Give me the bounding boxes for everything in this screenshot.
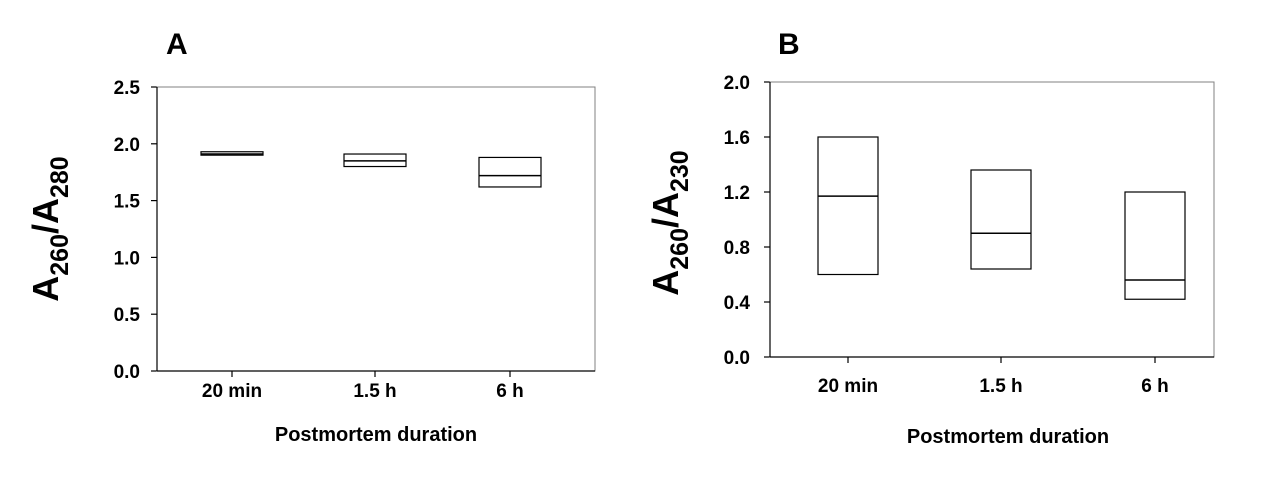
panel-b-y-axis-title: A260/A230 [645,150,694,295]
panel-b-x-ticks: 20 min 1.5 h 6 h [818,357,1169,397]
panel-a-y-tick-label-3: 1.5 [114,192,141,213]
panel-b-x-axis-title: Postmortem duration [907,426,1109,448]
panel-a-x-axis-title: Postmortem duration [275,424,477,446]
panel-b-y-tick-label-5: 2.0 [724,73,750,94]
panel-a-boxes [200,151,542,188]
panel-a-letter: A [166,28,188,61]
panel-b-box-2 [1124,191,1186,300]
panel-b-ylabel-sub2: 230 [666,150,694,192]
panel-a-x-tick-label-2: 6 h [496,381,523,402]
panel-a-y-tick-label-1: 0.5 [114,305,141,326]
panel-b-boxes [817,136,1186,300]
panel-b-box-1 [970,169,1032,270]
panel-b-x-tick-label-1: 1.5 h [979,376,1022,397]
panel-b-plot-frame [769,81,1215,358]
panel-a-x-tick-label-0: 20 min [202,381,262,402]
panel-b-y-tick-label-1: 0.4 [724,293,751,314]
panel-a-x-ticks: 20 min 1.5 h 6 h [202,371,524,402]
panel-a-y-tick-label-4: 2.0 [114,135,140,156]
panel-a-y-ticks: 0.0 0.5 1.0 1.5 2.0 2.5 [114,78,157,383]
panel-b-y-tick-label-4: 1.6 [724,128,750,149]
panel-a-ylabel-sub2: 280 [46,156,74,198]
panel-b-letter: B [778,28,800,61]
panel-b-x-tick-label-2: 6 h [1141,376,1168,397]
panel-b-y-ticks: 0.0 0.4 0.8 1.2 1.6 2.0 [724,73,770,369]
panel-a-ylabel-sub1: 260 [46,234,74,276]
panel-a-box-2 [478,156,542,188]
panel-a-y-tick-label-0: 0.0 [114,362,140,383]
panel-a-ylabel-slash: /A [25,198,66,234]
panel-b-y-tick-label-0: 0.0 [724,348,750,369]
panel-b-ylabel-slash: /A [645,192,686,228]
panel-a-ylabel-a: A [25,276,66,302]
panel-b-y-tick-label-2: 0.8 [724,238,750,259]
panel-a-y-axis-title: A260/A280 [25,156,74,301]
panel-b-ylabel-sub1: 260 [666,228,694,270]
panel-b: B 0.0 0.4 0.8 1.2 1.6 2.0 20 min 1.5 h 6 h A260… [645,28,1215,448]
panel-b-ylabel-a: A [645,270,686,296]
panel-b-box-0 [817,136,879,276]
panel-a-x-tick-label-1: 1.5 h [353,381,396,402]
panel-b-x-tick-label-0: 20 min [818,376,878,397]
panel-a-y-tick-label-2: 1.0 [114,248,140,269]
panel-b-y-tick-label-3: 1.2 [724,183,750,204]
panel-a-plot-frame [156,86,596,372]
panel-a-y-tick-label-5: 2.5 [114,78,141,99]
